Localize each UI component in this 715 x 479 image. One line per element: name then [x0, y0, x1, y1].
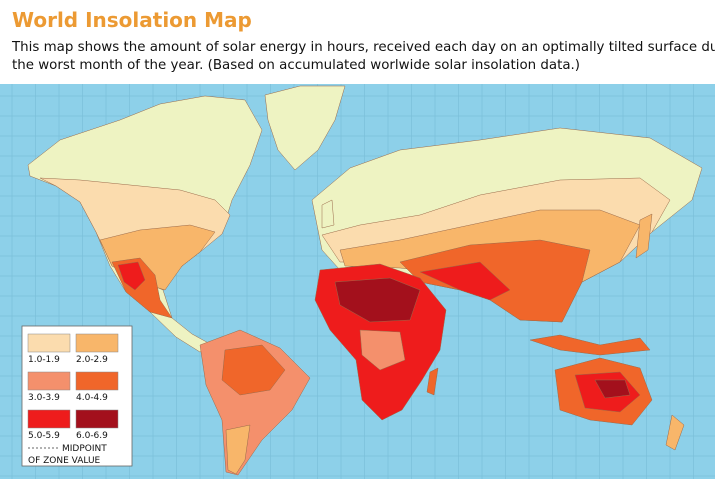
legend-swatch — [27, 333, 71, 353]
madagascar — [426, 367, 439, 396]
legend-label: 1.0-1.9 — [28, 355, 60, 365]
uk — [321, 199, 335, 229]
legend-swatch — [75, 371, 119, 391]
legend-swatch — [75, 409, 119, 429]
legend-swatch — [75, 333, 119, 353]
map: MIDPOINT OF ZONE VALUE 1.0-1.9 2.0-2.9 3.0… — [0, 84, 715, 479]
legend-label: 5.0-5.9 — [28, 431, 60, 441]
legend-label: 4.0-4.9 — [76, 393, 108, 403]
legend-swatch — [27, 371, 71, 391]
legend-swatch — [27, 409, 71, 429]
legend-label: 3.0-3.9 — [28, 393, 60, 403]
zone-eu-4 — [419, 261, 511, 301]
indonesia — [529, 334, 651, 356]
land — [27, 85, 703, 476]
zone-sa-2 — [225, 424, 251, 475]
legend: MIDPOINT OF ZONE VALUE 1.0-1.9 2.0-2.9 3.0… — [21, 325, 133, 467]
legend-label: 2.0-2.9 — [76, 355, 108, 365]
description-line: the worst month of the year. (Based on a… — [12, 58, 581, 73]
greenland — [264, 85, 346, 171]
japan — [635, 213, 653, 259]
zone-au-2 — [594, 379, 631, 399]
zone-na-4 — [117, 261, 146, 291]
midpoint-note: OF ZONE VALUE — [28, 456, 101, 466]
zone-sa-1 — [221, 344, 286, 396]
new-zealand — [665, 414, 685, 451]
title: World Insolation Map — [12, 8, 252, 32]
legend-label: 6.0-6.9 — [76, 431, 108, 441]
zone-af-2 — [359, 329, 406, 371]
zone-af-1 — [334, 277, 421, 323]
midpoint-note: MIDPOINT — [62, 444, 107, 454]
description-line: This map shows the amount of solar energ… — [12, 40, 715, 55]
